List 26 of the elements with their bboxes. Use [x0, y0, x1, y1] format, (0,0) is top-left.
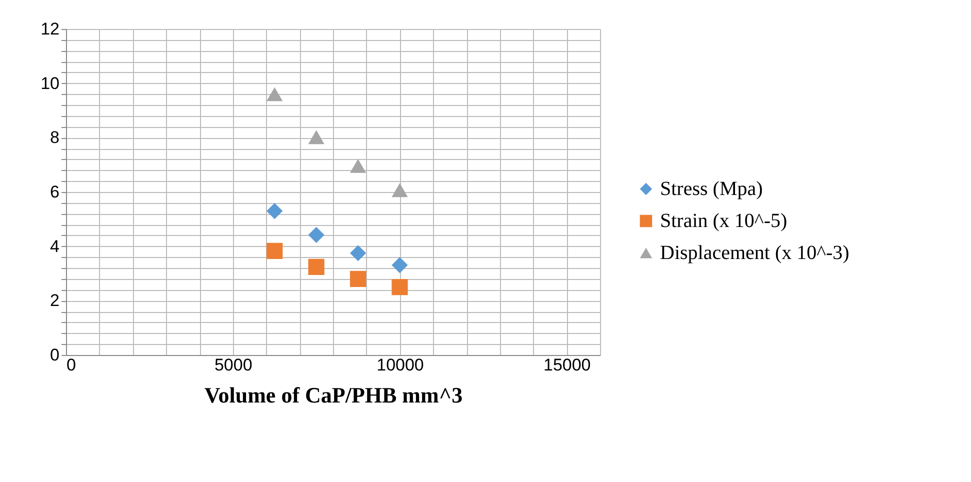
legend-label: Strain (x 10^-5): [660, 210, 788, 232]
point: [392, 183, 408, 198]
legend-label: Displacement (x 10^-3): [660, 242, 850, 264]
y-tick-label: 6: [50, 182, 60, 202]
x-tick-label: 10000: [376, 356, 424, 374]
point: [308, 226, 324, 243]
x-tick-label: 5000: [214, 356, 252, 374]
point: [266, 242, 283, 260]
y-tick-label: 8: [50, 128, 60, 148]
point: [350, 270, 366, 287]
x-tick-label: 0: [66, 356, 76, 374]
x-axis-title: Volume of CaP/PHB mm^3: [204, 382, 463, 408]
point: [308, 130, 324, 144]
legend-label: Stress (Mpa): [660, 178, 763, 200]
point: [350, 158, 366, 173]
point: [308, 258, 324, 276]
y-tick-label: 12: [40, 20, 60, 38]
point: [350, 245, 366, 262]
point: [392, 257, 408, 274]
point: [266, 87, 283, 102]
y-tick-label: 4: [50, 236, 60, 256]
y-tick-label: 10: [40, 74, 60, 93]
y-tick-label: 2: [50, 291, 60, 310]
x-tick-label: 15000: [543, 356, 591, 374]
point: [266, 202, 283, 220]
point: [392, 279, 408, 296]
